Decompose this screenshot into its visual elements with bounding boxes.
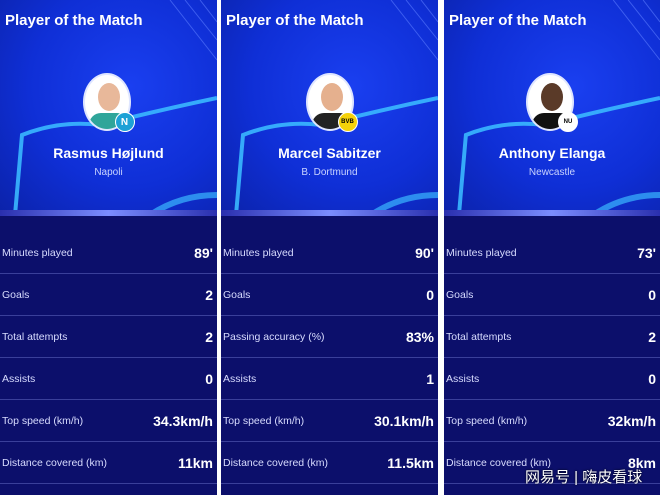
stat-label: Goals <box>446 288 474 301</box>
stat-value: 83% <box>405 328 434 345</box>
stat-value: 2 <box>648 328 656 345</box>
stat-label: Top speed (km/h) <box>446 414 528 427</box>
stat-row: Assists 0 <box>0 358 217 400</box>
stat-value: 2 <box>205 328 213 345</box>
stat-label: Minutes played <box>446 246 517 259</box>
stat-label: Minutes played <box>223 246 294 259</box>
stat-row: Distance covered (km) 11km <box>0 442 217 484</box>
club-badge-icon: N <box>114 112 135 132</box>
stat-value: 8km <box>627 454 656 471</box>
stat-label: Assists <box>223 372 257 385</box>
stat-value: 73' <box>637 244 656 261</box>
stat-value: 11km <box>177 454 213 471</box>
stat-row: Top speed (km/h) 34.3km/h <box>0 400 217 442</box>
stat-row: Passing accuracy (%) 83% <box>221 316 438 358</box>
stat-label: Total attempts <box>446 330 512 343</box>
card-header: Player of the Match BVB Marcel Sabitzer … <box>221 0 438 216</box>
stat-label: Goals <box>2 288 30 301</box>
player-name: Anthony Elanga <box>498 145 606 161</box>
stat-value: 0 <box>426 286 434 303</box>
stat-row: Minutes played 73' <box>444 232 660 274</box>
stat-row: Top speed (km/h) 30.1km/h <box>221 400 438 442</box>
stat-row: Assists 1 <box>221 358 438 400</box>
player-card: Player of the Match N Rasmus Højlund Nap… <box>0 0 217 495</box>
stats-list: Minutes played 90' Goals 0 Passing accur… <box>221 232 438 484</box>
card-title: Player of the Match <box>449 12 587 29</box>
stat-label: Assists <box>446 372 480 385</box>
stat-row: Total attempts 2 <box>444 316 660 358</box>
player-card: Player of the Match NU Anthony Elanga Ne… <box>444 0 660 495</box>
stat-value: 90' <box>415 244 434 261</box>
card-header: Player of the Match N Rasmus Højlund Nap… <box>0 0 217 216</box>
stat-value: 32km/h <box>607 412 656 429</box>
stat-row: Assists 0 <box>444 358 660 400</box>
stat-label: Minutes played <box>2 246 73 259</box>
stat-row: Goals 0 <box>221 274 438 316</box>
stat-label: Distance covered (km) <box>2 456 108 469</box>
stat-row: Goals 2 <box>0 274 217 316</box>
club-badge-icon: NU <box>558 112 578 132</box>
stat-row: Distance covered (km) 11.5km <box>221 442 438 484</box>
stat-row: Minutes played 89' <box>0 232 217 274</box>
stat-value: 89' <box>194 244 213 261</box>
player-name: Rasmus Højlund <box>53 145 164 161</box>
stat-row: Top speed (km/h) 32km/h <box>444 400 660 442</box>
stat-value: 11.5km <box>387 454 434 471</box>
stat-row: Minutes played 90' <box>221 232 438 274</box>
stat-value: 30.1km/h <box>374 412 434 429</box>
stat-row: Goals 0 <box>444 274 660 316</box>
stat-label: Distance covered (km) <box>446 456 552 469</box>
card-title: Player of the Match <box>5 12 143 29</box>
stat-label: Assists <box>2 372 36 385</box>
player-name: Marcel Sabitzer <box>278 145 381 161</box>
stat-label: Goals <box>223 288 251 301</box>
stat-value: 2 <box>205 286 213 303</box>
player-club: Newcastle <box>528 167 576 178</box>
stat-value: 0 <box>648 370 656 387</box>
watermark: 网易号 | 嗨皮看球 <box>525 469 643 486</box>
stat-row: Distance covered (km) 8km <box>444 442 660 484</box>
club-badge-icon: BVB <box>337 112 358 132</box>
stat-row: Total attempts 2 <box>0 316 217 358</box>
stat-value: 0 <box>205 370 213 387</box>
player-club: Napoli <box>94 167 123 178</box>
card-header: Player of the Match NU Anthony Elanga Ne… <box>444 0 660 216</box>
stat-value: 1 <box>426 370 434 387</box>
stat-label: Top speed (km/h) <box>2 414 84 427</box>
player-club: B. Dortmund <box>301 167 358 178</box>
stat-value: 0 <box>648 286 656 303</box>
stat-value: 34.3km/h <box>153 412 213 429</box>
stat-label: Passing accuracy (%) <box>223 330 325 343</box>
stats-list: Minutes played 73' Goals 0 Total attempt… <box>444 232 660 484</box>
stat-label: Distance covered (km) <box>223 456 329 469</box>
stat-label: Top speed (km/h) <box>223 414 305 427</box>
card-title: Player of the Match <box>226 12 364 29</box>
player-card: Player of the Match BVB Marcel Sabitzer … <box>221 0 438 495</box>
stats-list: Minutes played 89' Goals 2 Total attempt… <box>0 232 217 484</box>
stat-label: Total attempts <box>2 330 68 343</box>
